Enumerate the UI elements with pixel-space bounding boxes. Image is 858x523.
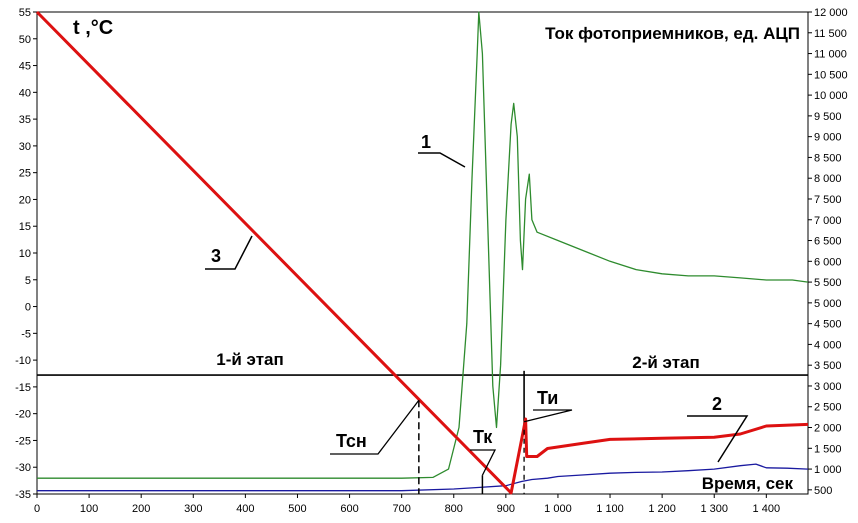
right-tick-label: 12 000 <box>814 7 848 19</box>
right-tick-label: 10 000 <box>814 90 848 102</box>
series-1-line <box>37 11 809 479</box>
right-tick-label: 500 <box>814 485 832 497</box>
left-tick-label: 40 <box>19 87 31 99</box>
right-tick-label: 4 000 <box>814 339 842 351</box>
x-tick-label: 200 <box>132 503 150 515</box>
left-tick-label: -30 <box>15 462 31 474</box>
left-tick-label: 45 <box>19 61 31 73</box>
left-tick-label: 15 <box>19 221 31 233</box>
left-tick-label: 10 <box>19 248 31 260</box>
series-1-label: 1 <box>421 132 431 152</box>
left-tick-label: 30 <box>19 141 31 153</box>
series-2-label: 2 <box>712 394 722 414</box>
right-tick-label: 1 500 <box>814 443 842 455</box>
left-tick-label: -25 <box>15 435 31 447</box>
left-tick-label: 5 <box>25 275 31 287</box>
right-tick-label: 4 500 <box>814 319 842 331</box>
x-tick-label: 900 <box>497 503 515 515</box>
stage-2-label: 2-й этап <box>632 353 700 372</box>
x-tick-label: 300 <box>184 503 202 515</box>
ti-label: Ти <box>537 388 558 408</box>
right-tick-label: 9 500 <box>814 111 842 123</box>
right-tick-label: 3 000 <box>814 381 842 393</box>
tsn-label: Тсн <box>336 431 367 451</box>
x-tick-label: 500 <box>288 503 306 515</box>
left-tick-label: -35 <box>15 489 31 501</box>
right-tick-label: 7 000 <box>814 215 842 227</box>
x-tick-label: 1 300 <box>700 503 728 515</box>
x-tick-label: 700 <box>392 503 410 515</box>
tk-label: Тк <box>473 427 493 447</box>
right-tick-label: 9 000 <box>814 132 842 144</box>
left-tick-label: 0 <box>25 302 31 314</box>
left-tick-label: -5 <box>21 328 31 340</box>
right-tick-label: 2 000 <box>814 423 842 435</box>
left-axis-title: t ,°C <box>73 17 113 39</box>
right-tick-label: 5 500 <box>814 277 842 289</box>
axes: 5550454035302520151050-5-10-15-20-25-30-… <box>15 7 848 515</box>
x-tick-label: 800 <box>445 503 463 515</box>
right-tick-label: 3 500 <box>814 360 842 372</box>
x-tick-label: 1 400 <box>753 503 781 515</box>
stage-1-label: 1-й этап <box>216 350 284 369</box>
ti-leader <box>523 409 573 423</box>
tk-leader <box>470 449 497 476</box>
right-axis-title: Ток фотоприемников, ед. АЦП <box>545 24 800 43</box>
left-tick-label: 55 <box>19 7 31 19</box>
right-tick-label: 7 500 <box>814 194 842 206</box>
tsn-leader <box>330 399 420 455</box>
x-axis-title: Время, сек <box>702 474 794 493</box>
right-tick-label: 11 500 <box>814 28 847 40</box>
right-tick-label: 10 500 <box>814 69 848 81</box>
series-1-leader <box>418 152 466 168</box>
right-tick-label: 2 500 <box>814 402 842 414</box>
left-tick-label: -10 <box>15 355 31 367</box>
grid <box>37 370 808 430</box>
left-tick-label: 25 <box>19 168 31 180</box>
x-tick-label: 1 200 <box>648 503 676 515</box>
left-tick-label: -15 <box>15 382 31 394</box>
series-3-label: 3 <box>211 246 221 266</box>
x-tick-label: 600 <box>340 503 358 515</box>
right-tick-label: 1 000 <box>814 464 842 476</box>
left-tick-label: 20 <box>19 194 31 206</box>
left-tick-label: 35 <box>19 114 31 126</box>
right-tick-label: 8 500 <box>814 152 842 164</box>
right-tick-label: 6 500 <box>814 236 842 248</box>
series-2-line <box>37 463 809 492</box>
series-2-leader <box>687 415 749 463</box>
plot-frame <box>36 11 809 495</box>
titles: t ,°C Ток фотоприемников, ед. АЦП Время,… <box>73 17 800 493</box>
x-tick-label: 0 <box>34 503 40 515</box>
x-tick-label: 1 000 <box>544 503 572 515</box>
series-3-leader <box>205 235 253 270</box>
x-tick-label: 400 <box>236 503 254 515</box>
x-tick-label: 1 100 <box>596 503 624 515</box>
series-layer <box>35 10 809 495</box>
left-tick-label: -20 <box>15 409 31 421</box>
right-tick-label: 6 000 <box>814 256 842 268</box>
series-3-line <box>35 10 809 495</box>
annotations: 1 2 3 Тсн Тк Ти <box>205 132 749 494</box>
right-tick-label: 5 000 <box>814 298 842 310</box>
left-tick-label: 50 <box>19 34 31 46</box>
x-tick-label: 100 <box>80 503 98 515</box>
right-tick-label: 8 000 <box>814 173 842 185</box>
right-tick-label: 11 000 <box>814 49 847 61</box>
